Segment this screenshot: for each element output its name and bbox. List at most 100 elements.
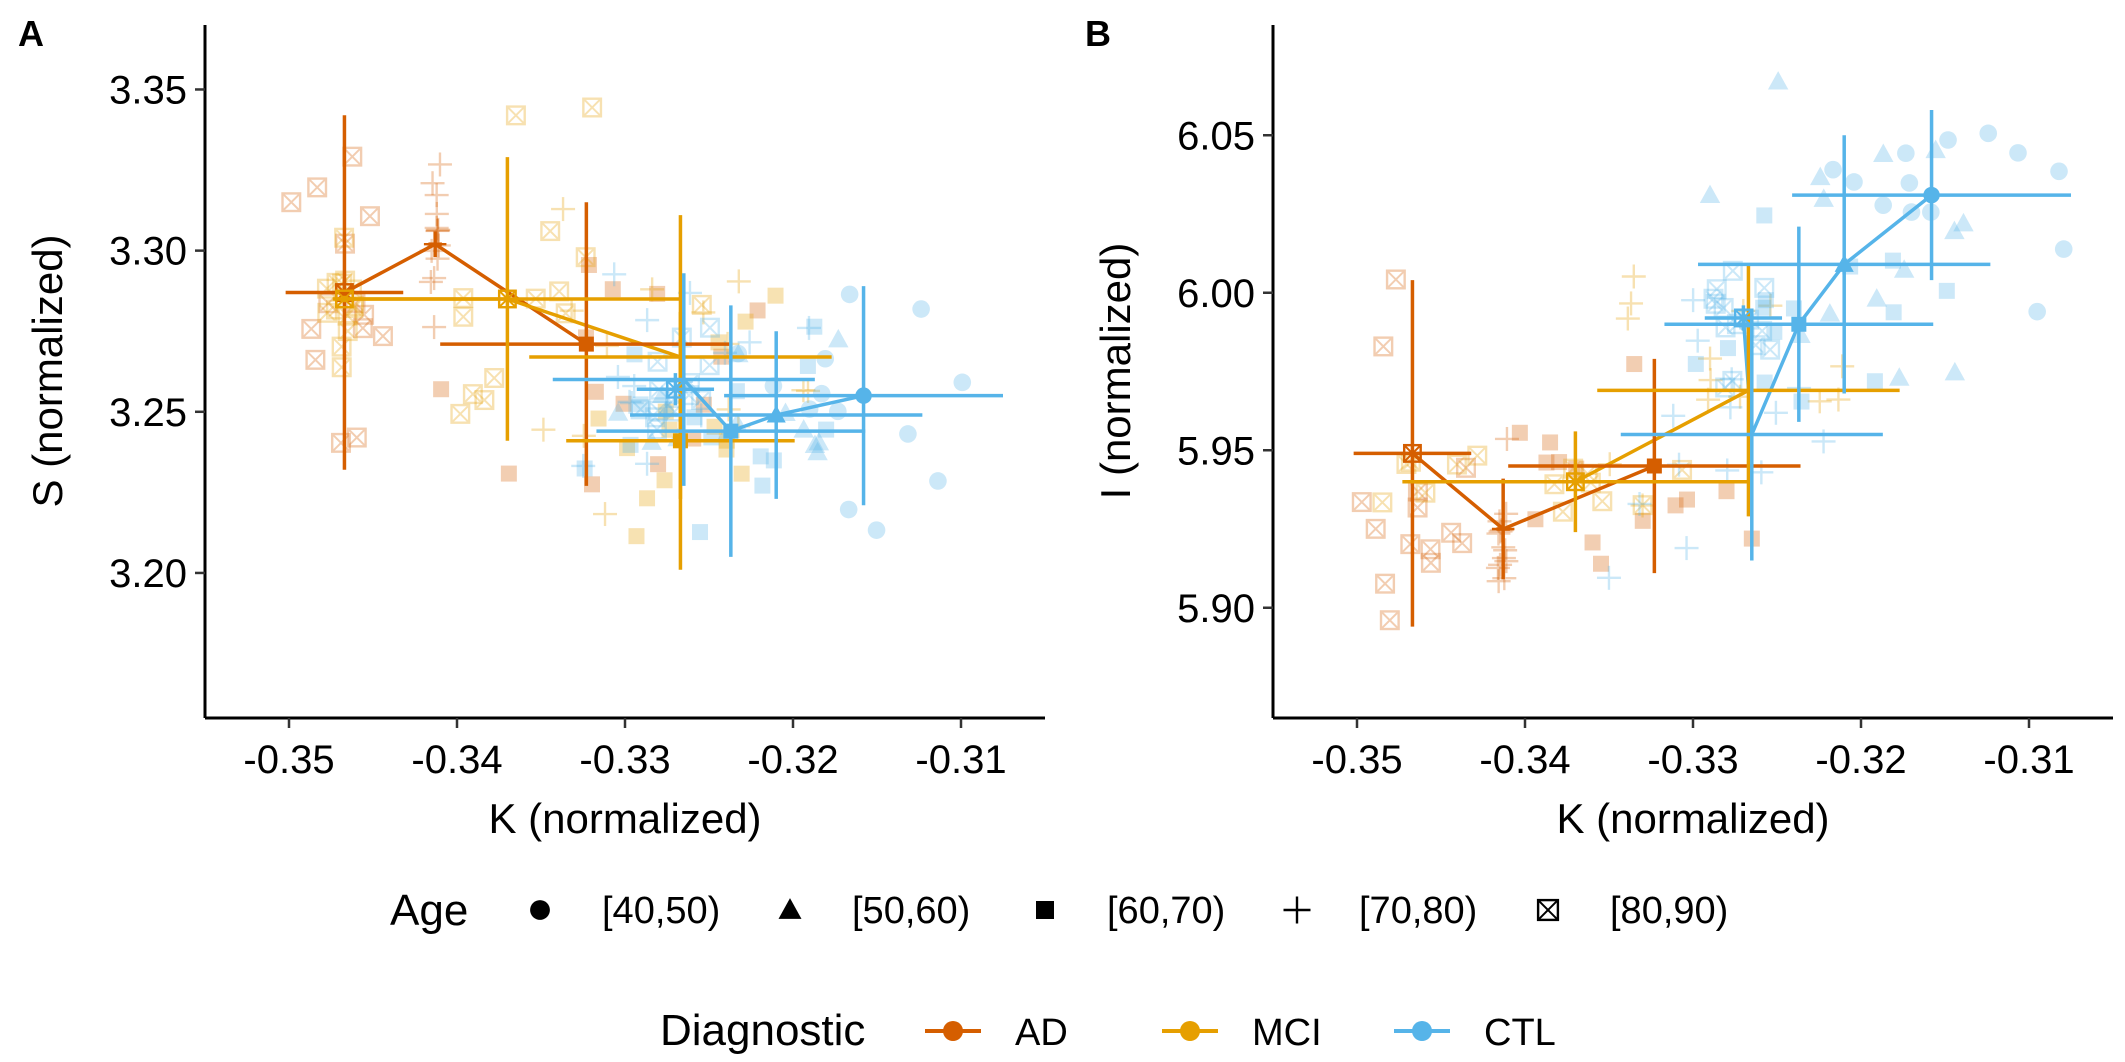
background-point	[1379, 610, 1400, 631]
background-point	[425, 218, 450, 243]
x-tick-label: -0.34	[1479, 738, 1570, 782]
legend-age-label: [40,50)	[602, 890, 720, 932]
background-point	[1760, 339, 1781, 360]
background-point	[1511, 424, 1528, 441]
background-point	[1494, 549, 1519, 574]
background-point	[571, 453, 596, 478]
x-axis-title-a: K (normalized)	[488, 795, 761, 842]
background-point	[305, 349, 326, 370]
background-point	[1351, 492, 1372, 513]
data-point-ctl	[1740, 423, 1764, 446]
background-point	[691, 300, 716, 325]
background-point	[806, 318, 823, 335]
legend-diagnostic-label: AD	[1015, 1012, 1068, 1054]
background-point	[1494, 426, 1519, 451]
background-point	[808, 431, 830, 451]
ticks-b: -0.35 -0.34 -0.33 -0.32 -0.31 5.90 5.95 6.00 6.0…	[1177, 114, 2074, 782]
background-point	[650, 456, 667, 473]
x-tick-label: -0.31	[1983, 738, 2074, 782]
data-point-ctl	[855, 387, 872, 404]
background-point	[505, 105, 526, 126]
background-point	[331, 357, 352, 378]
background-point	[791, 378, 816, 403]
background-point	[1385, 269, 1406, 290]
background-point	[1767, 71, 1789, 90]
background-point	[307, 177, 328, 198]
background-point	[418, 269, 443, 294]
background-point	[1667, 497, 1684, 514]
background-point	[352, 318, 373, 339]
background-point	[1705, 293, 1726, 314]
triangle-icon	[778, 898, 802, 919]
background-point	[737, 330, 762, 355]
background-point	[1698, 368, 1723, 393]
summary-points-a	[285, 115, 1003, 570]
background-point	[1807, 389, 1832, 414]
background-point	[828, 328, 849, 348]
background-point	[337, 321, 358, 342]
data-point-ad	[578, 336, 594, 352]
background-point	[749, 302, 766, 319]
background-point	[645, 407, 666, 428]
background-point	[685, 430, 702, 447]
background-point	[1754, 277, 1775, 298]
background-point	[582, 97, 603, 118]
background-point	[1979, 124, 1998, 143]
background-point	[1542, 434, 1559, 451]
background-point	[1441, 522, 1462, 543]
background-point	[656, 472, 673, 489]
background-point	[1715, 458, 1740, 483]
background-point	[1467, 445, 1488, 466]
background-point	[695, 396, 712, 413]
background-point	[754, 477, 771, 494]
x-tick-label: -0.35	[1311, 738, 1402, 782]
background-point	[1897, 144, 1915, 163]
background-point	[1634, 512, 1651, 529]
background-point	[626, 346, 643, 363]
y-tick-label: 5.90	[1177, 587, 1255, 631]
background-point	[590, 410, 607, 427]
background-point	[587, 383, 604, 400]
background-point	[829, 402, 847, 421]
background-point	[1874, 196, 1893, 214]
x-axis-title-b: K (normalized)	[1556, 795, 1829, 842]
background-point	[317, 302, 338, 323]
data-point-ad	[1646, 458, 1662, 474]
background-point	[1626, 356, 1643, 373]
x-tick-label: -0.32	[1815, 738, 1906, 782]
background-point	[1706, 279, 1727, 300]
background-point	[617, 389, 642, 414]
background-point	[602, 262, 627, 287]
background-point	[450, 403, 471, 424]
x-tick-label: -0.33	[579, 738, 670, 782]
background-points-a	[281, 97, 972, 545]
data-point-ad	[423, 232, 447, 256]
background-point	[635, 451, 660, 476]
background-point	[632, 396, 649, 413]
background-point	[1900, 174, 1919, 192]
background-point	[1763, 400, 1788, 425]
background-point	[433, 381, 450, 398]
data-point-ad	[1402, 443, 1422, 463]
x-tick-label: -0.33	[1647, 738, 1738, 782]
background-point	[1953, 212, 1974, 232]
background-point	[1685, 328, 1710, 353]
background-point	[359, 206, 380, 227]
y-axis-title-b: I (normalized)	[1092, 243, 1139, 500]
background-point	[1621, 264, 1646, 289]
background-point	[427, 152, 452, 177]
legend-age-title: Age	[390, 886, 468, 935]
background-point	[1889, 367, 1910, 386]
x-tick-label: -0.35	[243, 738, 334, 782]
background-point	[1596, 565, 1621, 590]
background-point	[1719, 340, 1736, 357]
y-tick-label: 3.20	[109, 552, 187, 596]
background-point	[867, 521, 886, 539]
background-point	[453, 306, 474, 327]
background-point	[619, 390, 644, 415]
background-point	[799, 357, 816, 374]
background-point	[1866, 288, 1887, 307]
legend-diagnostic-label: MCI	[1252, 1012, 1322, 1054]
background-point	[912, 300, 930, 318]
background-point	[691, 294, 712, 315]
